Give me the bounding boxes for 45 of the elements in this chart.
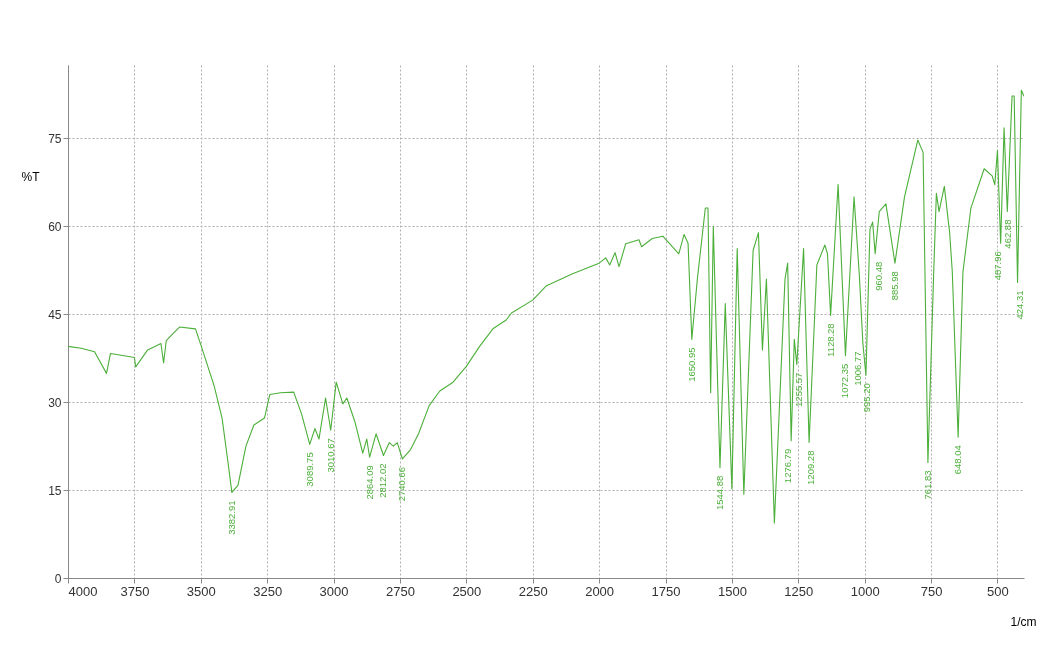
annotation: 995.20 xyxy=(860,383,872,413)
y-tick-label: 45 xyxy=(48,307,62,322)
x-tick-label: 1000 xyxy=(850,583,880,599)
annotation: 1544.88 xyxy=(713,475,725,511)
annotation: 3382.91 xyxy=(225,500,237,535)
y-tick-label: 60 xyxy=(48,219,62,234)
x-tick-label: 3250 xyxy=(253,583,283,599)
x-tick-label: 750 xyxy=(920,583,943,599)
annotation: 960.48 xyxy=(872,261,884,291)
x-tick-label: 3750 xyxy=(120,583,150,599)
x-tick-label: 500 xyxy=(987,583,1009,599)
y-axis-title: %T xyxy=(21,169,41,184)
annotation: 648.04 xyxy=(952,445,964,475)
annotation: 3010.67 xyxy=(324,438,336,473)
x-tick-label: 1500 xyxy=(717,583,747,599)
annotation: 1128.28 xyxy=(824,323,836,357)
annotation: 424.31 xyxy=(1013,290,1025,320)
annotation: 3089.75 xyxy=(303,452,315,487)
x-axis-title: 1/cm xyxy=(1010,614,1037,629)
annotation: 1650.95 xyxy=(685,347,697,382)
x-tick-label: 1750 xyxy=(651,583,681,599)
y-tick-label: 15 xyxy=(48,483,62,498)
annotation: 1209.28 xyxy=(804,450,816,485)
annotation: 487.96 xyxy=(991,251,1003,281)
annotation: 2864.09 xyxy=(363,465,375,500)
annotation: 1006.77 xyxy=(852,351,864,386)
y-tick-label: 0 xyxy=(54,571,62,586)
annotation: 761.83 xyxy=(921,470,933,500)
x-tick-label: 2750 xyxy=(385,583,415,599)
annotation: 462.88 xyxy=(1001,219,1013,249)
x-tick-label: 2250 xyxy=(518,583,548,599)
y-tick-label: 30 xyxy=(48,395,62,410)
x-tick-label: 3000 xyxy=(319,583,349,599)
annotation: 2740.66 xyxy=(396,466,408,502)
annotation: 1276.79 xyxy=(781,448,793,484)
annotation: 1255.57 xyxy=(792,372,804,407)
x-tick-label: 4000 xyxy=(68,583,98,599)
y-tick-label: 75 xyxy=(48,131,62,146)
x-tick-label: 2000 xyxy=(585,583,615,599)
annotation: 1072.35 xyxy=(839,363,851,399)
x-tick-label: 2500 xyxy=(452,583,482,599)
annotation: 885.98 xyxy=(888,271,900,301)
annotation: 2812.02 xyxy=(377,463,389,498)
x-tick-label: 3500 xyxy=(186,583,216,599)
x-tick-label: 1250 xyxy=(784,583,814,599)
